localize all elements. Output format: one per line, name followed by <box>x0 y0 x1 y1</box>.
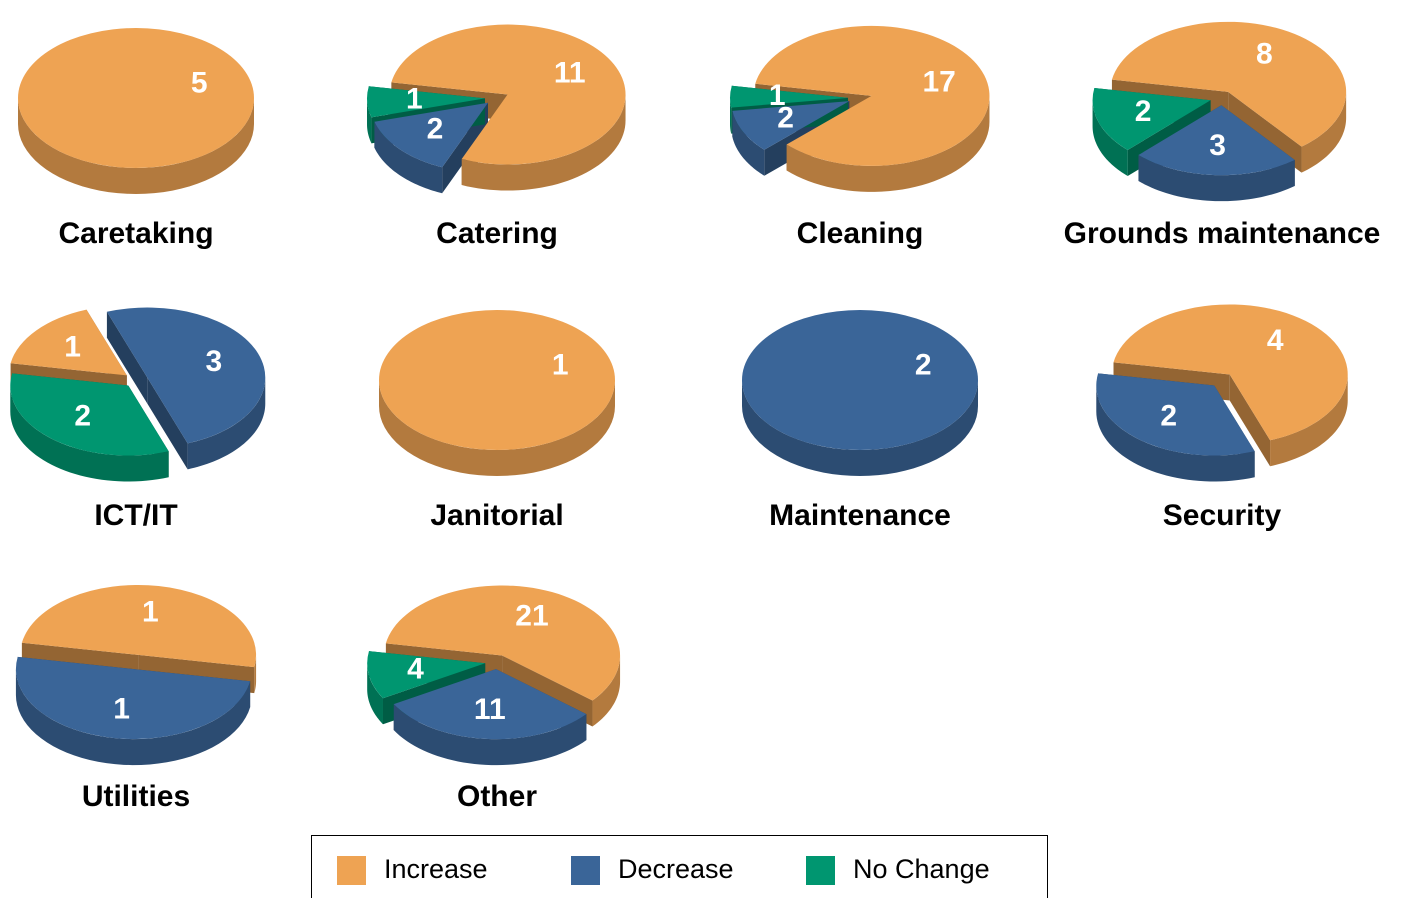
pie-title: Cleaning <box>797 217 924 250</box>
data-label: 2 <box>74 400 91 433</box>
slice-side <box>15 669 251 766</box>
slice-side <box>461 94 626 191</box>
data-label: 1 <box>406 82 423 115</box>
slice <box>10 309 127 376</box>
pie-title: Grounds maintenance <box>1064 217 1381 250</box>
pie-title: Maintenance <box>769 499 951 532</box>
slice-side <box>187 377 266 470</box>
pie-title: ICT/IT <box>94 499 177 532</box>
slice <box>1113 304 1348 441</box>
slice <box>742 310 978 450</box>
pie-title: Utilities <box>82 780 190 813</box>
slice <box>755 25 990 166</box>
pie-title: Security <box>1163 499 1282 532</box>
slice <box>374 102 489 168</box>
data-label: 1 <box>113 692 130 725</box>
data-label: 8 <box>1256 38 1273 71</box>
slice <box>367 86 486 118</box>
slice-side <box>379 380 615 476</box>
slice-wall <box>106 311 148 404</box>
slice-side <box>374 121 443 194</box>
data-label: 1 <box>142 595 159 628</box>
data-label: 2 <box>915 348 932 381</box>
slice <box>379 310 615 450</box>
slice-side <box>730 97 732 134</box>
slice-wall <box>1229 374 1271 467</box>
slice <box>391 24 626 165</box>
data-label: 5 <box>191 66 208 99</box>
slice <box>10 373 169 456</box>
slice-side <box>786 95 990 192</box>
slice <box>393 669 587 740</box>
slice-side <box>742 380 978 476</box>
slice-side <box>1138 155 1295 202</box>
pie-title: Caretaking <box>58 217 213 250</box>
data-label: 21 <box>515 599 548 632</box>
data-label: 11 <box>554 56 586 89</box>
data-label: 1 <box>769 79 786 112</box>
slice-side <box>367 98 372 144</box>
slice <box>1138 105 1295 176</box>
legend-label: No Change <box>853 854 990 884</box>
pie-title: Catering <box>436 217 558 250</box>
slice <box>367 651 486 699</box>
data-label: 4 <box>407 652 424 685</box>
slice <box>106 307 266 444</box>
legend-label: Decrease <box>618 854 734 884</box>
data-label: 2 <box>1135 95 1152 128</box>
slice <box>1096 373 1255 456</box>
slice-side <box>1096 385 1255 482</box>
slice-side <box>367 663 383 725</box>
pie-title: Other <box>457 780 537 813</box>
slice-side <box>10 385 169 482</box>
slice-side <box>393 704 587 766</box>
data-label: 3 <box>1209 129 1226 162</box>
legend-box <box>311 835 1048 898</box>
legend-label: Increase <box>384 854 488 884</box>
slice-side <box>1270 374 1348 467</box>
slice <box>732 101 850 150</box>
legend-swatch <box>571 856 600 885</box>
data-label: 11 <box>474 693 506 726</box>
legend-swatch <box>337 856 366 885</box>
data-label: 2 <box>427 112 444 145</box>
slice-side <box>1301 91 1347 173</box>
slice <box>1111 21 1347 147</box>
slice <box>385 585 621 701</box>
pie-title: Janitorial <box>430 499 563 532</box>
slice <box>15 656 251 740</box>
slice-wall <box>147 377 188 470</box>
slice-side <box>18 98 254 194</box>
slice <box>1092 88 1211 151</box>
slice-side <box>254 654 257 694</box>
data-label: 1 <box>64 330 81 363</box>
data-label: 4 <box>1267 324 1284 357</box>
data-label: 17 <box>922 66 955 99</box>
data-label: 2 <box>1160 400 1177 433</box>
data-label: 3 <box>205 345 222 378</box>
slice-side <box>592 655 621 727</box>
slice <box>21 584 257 668</box>
legend-swatch <box>806 856 835 885</box>
slice <box>730 85 849 108</box>
data-label: 2 <box>777 101 794 134</box>
slice-side <box>1092 100 1128 177</box>
slice-side <box>732 110 765 176</box>
slice <box>18 28 254 168</box>
data-label: 1 <box>552 348 569 381</box>
